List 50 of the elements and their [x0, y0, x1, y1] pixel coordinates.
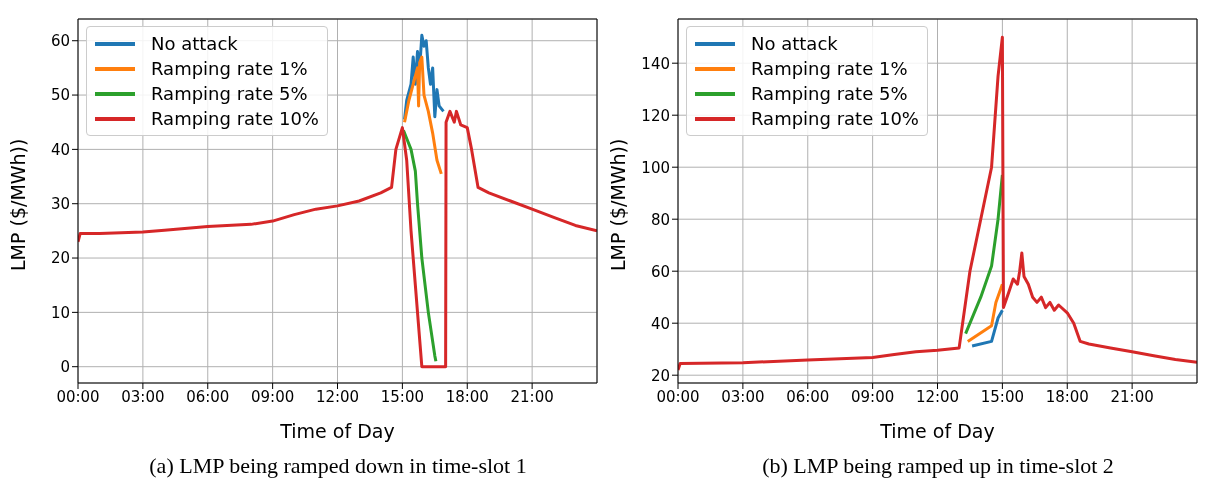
- x-tick-label: 12:00: [315, 387, 360, 406]
- legend-label: No attack: [751, 32, 838, 56]
- x-tick-label: 00:00: [656, 387, 700, 406]
- y-tick-label: 140: [641, 54, 670, 73]
- y-tick-label: 0: [60, 358, 70, 377]
- legend-label: Ramping rate 10%: [751, 107, 919, 131]
- y-tick-label: 20: [650, 366, 670, 385]
- legend-label: Ramping rate 5%: [751, 82, 908, 106]
- x-tick-label: 09:00: [851, 387, 895, 406]
- line-series: [403, 55, 443, 176]
- x-axis-title: Time of Day: [879, 420, 995, 442]
- text: (b) LMP being ramped up in time-slot 2: [761, 453, 1115, 479]
- legend-label: Ramping rate 1%: [151, 57, 308, 81]
- y-tick-label: 60: [650, 262, 670, 281]
- line-series: [78, 109, 597, 369]
- x-tick-label: 15:00: [380, 387, 424, 406]
- y-axis-title: LMP ($/MWh)): [6, 138, 29, 271]
- y-tick-label: 40: [650, 314, 670, 333]
- legend-label: Ramping rate 10%: [151, 107, 319, 131]
- x-tick-label: 06:00: [786, 387, 830, 406]
- y-tick-label: 20: [50, 249, 70, 268]
- line-series: [966, 282, 1004, 343]
- y-tick-label: 80: [650, 210, 670, 229]
- y-axis-title: LMP ($/MWh)): [606, 138, 629, 271]
- x-tick-label: 18:00: [1045, 387, 1089, 406]
- legend-label: No attack: [151, 32, 238, 56]
- y-tick-label: 50: [50, 86, 70, 105]
- line-series: [970, 308, 1004, 348]
- x-tick-label: 03:00: [121, 387, 165, 406]
- text: (a) LMP being ramped down in time-slot 1: [148, 453, 528, 479]
- legend-label: Ramping rate 1%: [751, 57, 908, 81]
- x-tick-label: 09:00: [251, 387, 295, 406]
- y-tick-label: 30: [50, 195, 70, 214]
- line-series: [401, 128, 438, 363]
- x-tick-label: 15:00: [980, 387, 1024, 406]
- y-tick-label: 10: [50, 303, 70, 322]
- x-tick-label: 21:00: [510, 387, 554, 406]
- x-axis-title: Time of Day: [279, 420, 395, 442]
- y-tick-label: 40: [50, 140, 70, 159]
- x-tick-label: 12:00: [915, 387, 960, 406]
- x-tick-label: 21:00: [1110, 387, 1154, 406]
- y-tick-label: 60: [50, 32, 70, 51]
- line-series: [678, 35, 1197, 372]
- x-tick-label: 03:00: [721, 387, 765, 406]
- x-tick-label: 06:00: [186, 387, 230, 406]
- y-tick-label: 100: [641, 158, 670, 177]
- x-tick-label: 18:00: [445, 387, 489, 406]
- y-tick-label: 120: [641, 106, 670, 125]
- legend-label: Ramping rate 5%: [151, 82, 308, 106]
- x-tick-label: 00:00: [56, 387, 100, 406]
